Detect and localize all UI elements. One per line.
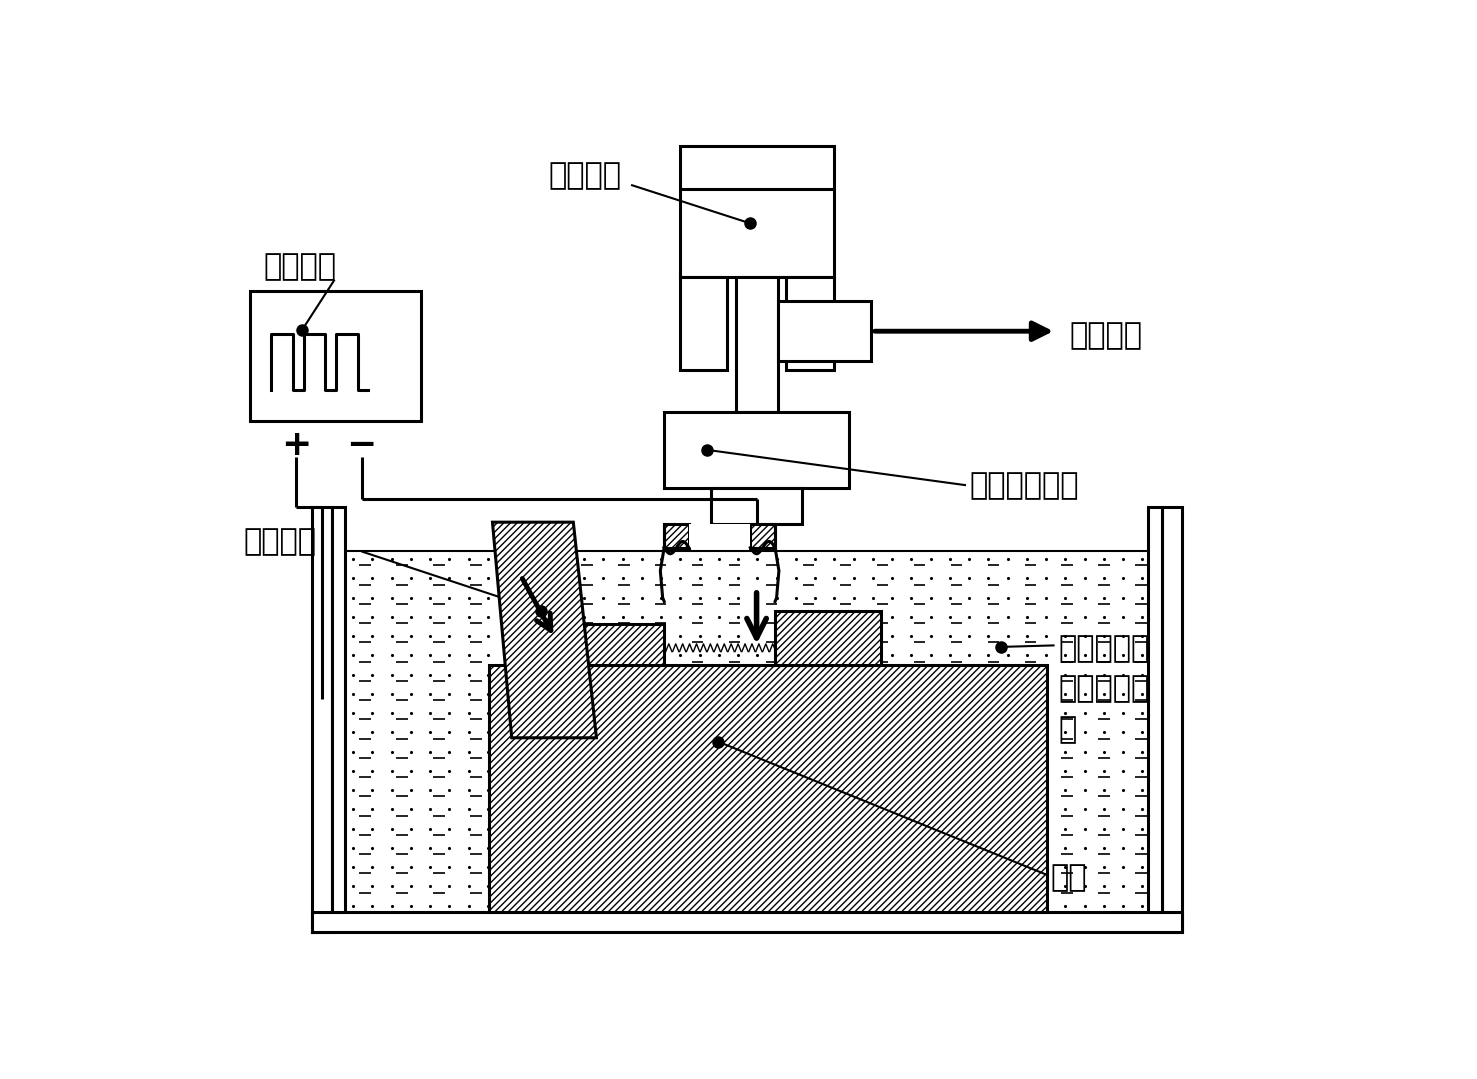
Polygon shape: [492, 522, 597, 738]
Bar: [575, 624, 665, 665]
Bar: [679, 147, 833, 277]
Text: +: +: [281, 428, 312, 462]
Text: 气流控制装置: 气流控制装置: [970, 470, 1080, 500]
Bar: [1148, 507, 1161, 912]
Bar: [750, 524, 775, 547]
Bar: [778, 301, 870, 361]
Bar: [775, 611, 882, 665]
Text: 工件: 工件: [1050, 863, 1087, 892]
Text: −: −: [347, 428, 377, 462]
Bar: [331, 507, 346, 912]
Bar: [665, 524, 688, 547]
Bar: [665, 412, 849, 488]
Text: 伺服机构: 伺服机构: [548, 161, 622, 190]
Text: 高压氧气: 高压氧气: [1069, 322, 1143, 351]
Bar: [710, 488, 802, 524]
Bar: [250, 291, 421, 421]
Bar: [489, 665, 1047, 912]
Text: 水或非可燃
水溢性工作
液: 水或非可燃 水溢性工作 液: [1059, 633, 1149, 743]
Bar: [312, 507, 331, 932]
Text: 脉冲电源: 脉冲电源: [264, 252, 337, 281]
Bar: [688, 524, 750, 547]
Bar: [312, 912, 1182, 932]
Text: 高速液流: 高速液流: [244, 527, 316, 556]
Bar: [1161, 507, 1182, 932]
Bar: [786, 277, 833, 370]
Bar: [736, 277, 778, 412]
Bar: [679, 277, 727, 370]
